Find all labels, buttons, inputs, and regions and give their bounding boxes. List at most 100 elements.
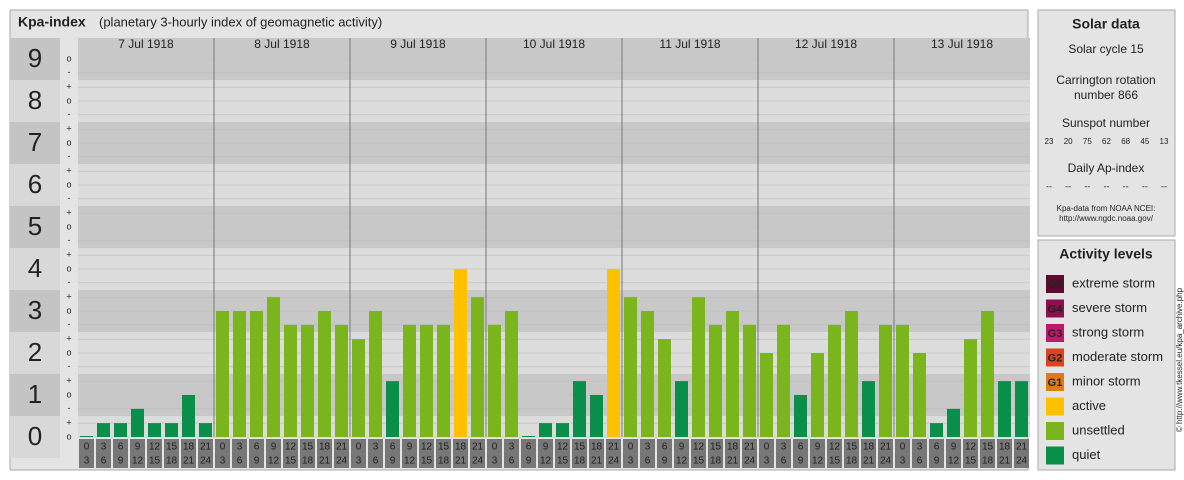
bar [131, 408, 144, 437]
bar [505, 311, 518, 437]
slot-cell [946, 439, 961, 468]
sunspot: 20 [1064, 137, 1073, 146]
slot-end: 6 [645, 456, 651, 467]
sunspot: 23 [1045, 137, 1054, 146]
y-label-cell [10, 416, 60, 458]
slot-start: 21 [880, 442, 892, 453]
slot-end: 24 [336, 456, 348, 467]
slot-cell [249, 439, 264, 468]
ap-value: -- [1161, 181, 1167, 191]
slot-start: 12 [421, 442, 433, 453]
bar [845, 311, 858, 437]
slot-end: 9 [526, 456, 532, 467]
slot-start: 15 [302, 442, 314, 453]
slot-end: 3 [900, 456, 906, 467]
slot-cell [708, 439, 723, 468]
y-label-cell [10, 80, 60, 122]
ap-value: -- [1123, 181, 1129, 191]
slot-start: 9 [407, 442, 413, 453]
y-tick-label: 0 [28, 421, 42, 451]
bar [335, 324, 348, 437]
slot-end: 21 [183, 456, 195, 467]
slot-end: 3 [220, 456, 226, 467]
legend-label: strong storm [1072, 324, 1144, 339]
slot-cell [402, 439, 417, 468]
slot-start: 9 [543, 442, 549, 453]
minor-tick-label: o [66, 95, 71, 105]
slot-start: 12 [285, 442, 297, 453]
ap-value: -- [1104, 181, 1110, 191]
bar [199, 423, 212, 437]
slot-cell [912, 439, 927, 468]
slot-cell [215, 439, 230, 468]
bar [216, 311, 229, 437]
ap-title: Daily Ap-index [1068, 161, 1145, 175]
slot-start: 15 [574, 442, 586, 453]
minor-tick-label: o [66, 431, 71, 441]
legend-label: moderate storm [1072, 349, 1163, 364]
bar [913, 353, 926, 437]
y-label-cell [10, 332, 60, 374]
y-tick-label: 5 [28, 211, 42, 241]
bar [777, 324, 790, 437]
bar [981, 311, 994, 437]
slot-cell [997, 439, 1012, 468]
slot-start: 21 [472, 442, 484, 453]
slot-end: 18 [166, 456, 178, 467]
slot-cell [147, 439, 162, 468]
slot-start: 3 [645, 442, 651, 453]
slot-end: 21 [455, 456, 467, 467]
slot-start: 3 [917, 442, 923, 453]
bar [80, 436, 93, 437]
slot-cell [878, 439, 893, 468]
slot-start: 12 [693, 442, 705, 453]
band [78, 416, 1030, 437]
bar [522, 436, 535, 437]
slot-start: 18 [455, 442, 467, 453]
solar-cycle: Solar cycle 15 [1068, 42, 1144, 56]
slot-start: 0 [628, 442, 634, 453]
sunspot: 62 [1102, 137, 1111, 146]
slot-end: 18 [574, 456, 586, 467]
slot-start: 3 [509, 442, 515, 453]
slot-cell [793, 439, 808, 468]
legend-label: unsettled [1072, 422, 1125, 437]
slot-start: 3 [101, 442, 107, 453]
slot-start: 15 [846, 442, 858, 453]
y-label-cell [10, 38, 60, 80]
slot-start: 15 [710, 442, 722, 453]
y-tick-label: 9 [28, 43, 42, 73]
minor-tick-label: o [66, 389, 71, 399]
y-label-cell [10, 290, 60, 332]
bar [454, 269, 467, 437]
slot-end: 18 [302, 456, 314, 467]
legend-title: Activity levels [1059, 246, 1153, 262]
slot-end: 6 [237, 456, 243, 467]
slot-end: 21 [999, 456, 1011, 467]
bar [624, 297, 637, 437]
legend-swatch [1046, 324, 1064, 342]
bar [641, 311, 654, 437]
minor-tick-label: + [66, 166, 71, 176]
slot-cell [827, 439, 842, 468]
legend-swatch [1046, 275, 1064, 293]
legend-label: extreme storm [1072, 275, 1155, 290]
bar [947, 408, 960, 437]
slot-start: 9 [135, 442, 141, 453]
slot-cell [198, 439, 213, 468]
slot-cell [640, 439, 655, 468]
bar [760, 353, 773, 437]
legend-swatch [1046, 373, 1064, 391]
slot-cell [929, 439, 944, 468]
bar [114, 423, 127, 437]
slot-cell [572, 439, 587, 468]
bar [352, 339, 365, 437]
bar [607, 269, 620, 437]
slot-end: 12 [404, 456, 416, 467]
slot-cell [623, 439, 638, 468]
y-tick-label: 1 [28, 379, 42, 409]
slot-cell [691, 439, 706, 468]
bar [539, 423, 552, 437]
slot-cell [283, 439, 298, 468]
slot-start: 18 [999, 442, 1011, 453]
